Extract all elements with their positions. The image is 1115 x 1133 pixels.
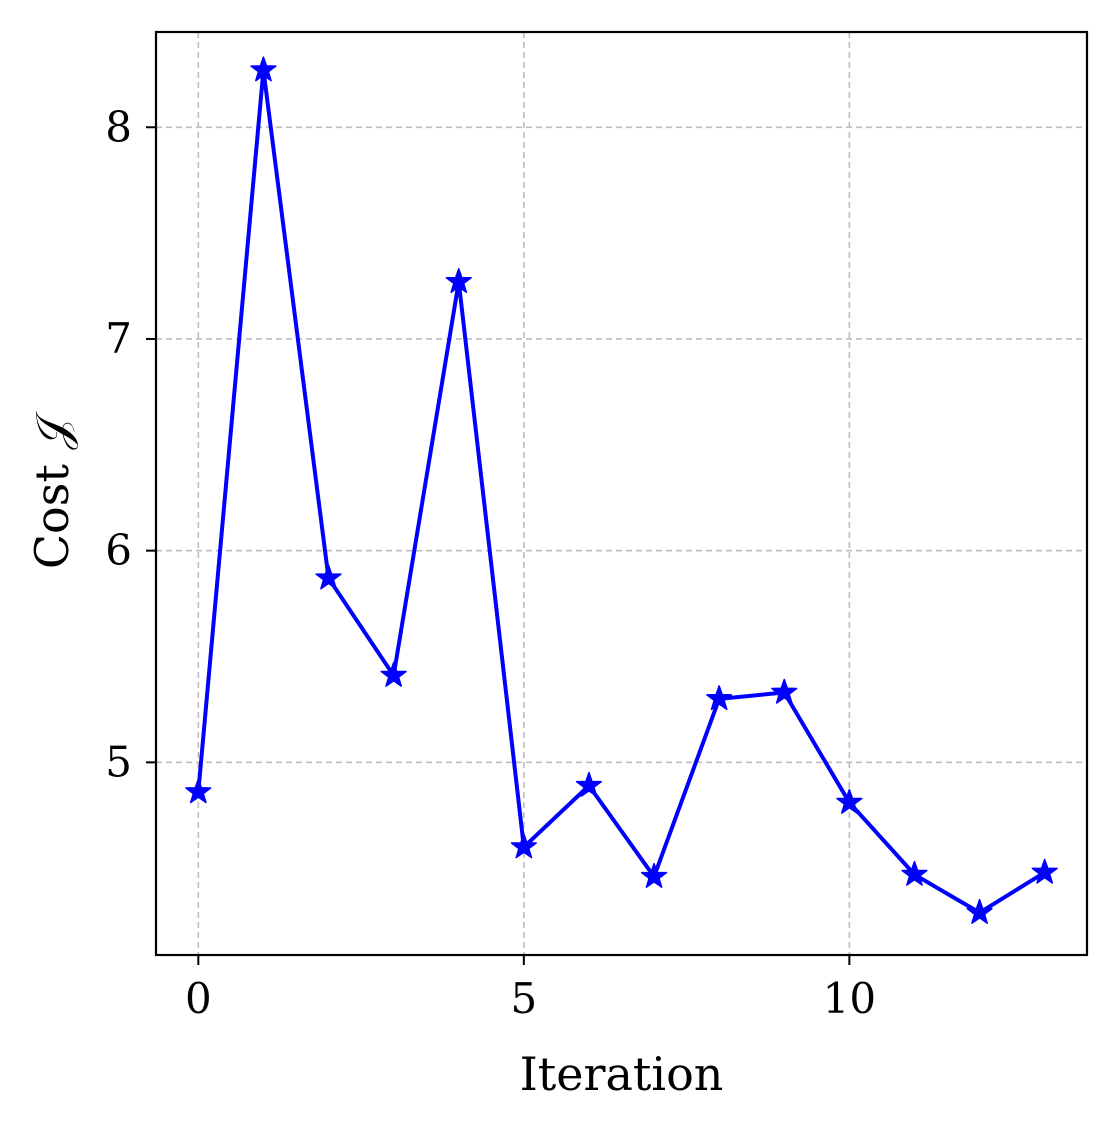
data-point-star-marker bbox=[510, 833, 537, 859]
data-point-star-marker bbox=[445, 268, 472, 294]
y-tick-label: 5 bbox=[105, 737, 132, 786]
x-tick-label: 0 bbox=[185, 974, 212, 1023]
data-point-star-marker bbox=[315, 564, 342, 590]
data-point-star-marker bbox=[250, 56, 277, 82]
data-point-star-marker bbox=[836, 788, 863, 814]
series-group bbox=[185, 56, 1058, 924]
y-tick-label: 8 bbox=[105, 102, 132, 151]
x-tick-label: 5 bbox=[510, 974, 537, 1023]
grid bbox=[156, 32, 1087, 955]
y-tick-label: 7 bbox=[105, 314, 132, 363]
plot-frame bbox=[154, 30, 1089, 957]
data-point-star-marker bbox=[380, 661, 407, 687]
x-axis-label: Iteration bbox=[520, 1047, 724, 1101]
x-tick-label: 10 bbox=[823, 974, 876, 1023]
data-point-star-marker bbox=[185, 778, 212, 804]
y-axis-label: Cost 𝒥 bbox=[25, 411, 79, 570]
data-point-star-marker bbox=[1031, 858, 1058, 884]
series-line bbox=[196, 68, 1046, 915]
data-point-star-marker bbox=[706, 685, 733, 711]
data-point-star-marker bbox=[771, 678, 798, 704]
data-point-star-marker bbox=[575, 771, 603, 797]
ticks: 0 5 10 5 6 7 8 bbox=[105, 102, 876, 1023]
y-tick-label: 6 bbox=[105, 526, 132, 575]
data-point-star-marker bbox=[966, 898, 993, 924]
data-point-star-marker bbox=[901, 860, 928, 886]
data-point-star-marker bbox=[640, 862, 668, 888]
